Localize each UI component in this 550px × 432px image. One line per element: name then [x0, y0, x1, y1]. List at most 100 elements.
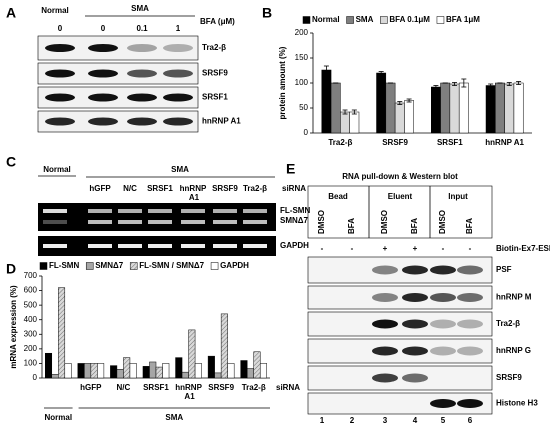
bar: [440, 82, 451, 134]
y-tick-label: 700: [24, 271, 38, 280]
treatment: DMSO: [380, 210, 389, 234]
probe-sign: -: [469, 244, 472, 253]
band: [372, 265, 398, 275]
lane-number: 1: [320, 416, 325, 425]
bar: [321, 69, 332, 134]
group-label: Eluent: [388, 192, 413, 201]
bar: [485, 85, 496, 134]
legend-label: Normal: [312, 15, 340, 24]
band: [430, 346, 456, 356]
band: [457, 399, 483, 408]
y-tick-label: 400: [24, 315, 38, 324]
blot-label: SRSF9: [496, 373, 522, 382]
bar: [97, 363, 105, 379]
lane-label: N/C: [123, 184, 137, 193]
band: [430, 265, 456, 275]
band: [457, 346, 483, 356]
band: [88, 117, 118, 126]
treatment: DMSO: [317, 210, 326, 234]
band-label: GAPDH: [280, 241, 309, 250]
band: [402, 293, 428, 302]
band: [45, 117, 75, 126]
bar: [404, 100, 414, 134]
error-bar: [342, 109, 348, 115]
bar: [240, 360, 248, 379]
treatment: BFA: [347, 218, 356, 234]
gel-band: [88, 209, 112, 213]
band: [163, 93, 193, 102]
legend-label: FL-SMN: [49, 261, 79, 270]
bar: [162, 363, 170, 379]
lane-label: Tra2-β: [243, 184, 267, 193]
y-tick-label: 200: [24, 344, 38, 353]
x-tick-label: hnRNP A1: [485, 138, 524, 147]
y-tick-label: 600: [24, 286, 38, 295]
lane-label: SRSF1: [147, 184, 173, 193]
error-bar: [452, 82, 458, 86]
blot: [307, 285, 493, 310]
bar: [495, 82, 505, 134]
band: [372, 346, 398, 356]
legend-swatch: [302, 16, 311, 24]
error-bar: [378, 71, 384, 75]
error-bar: [323, 65, 329, 75]
treatment: BFA: [410, 218, 419, 234]
bar: [227, 363, 235, 379]
gel-band: [43, 220, 67, 224]
bar: [385, 82, 396, 134]
probe-label: Biotin-Ex7-ESE: [496, 244, 550, 253]
treatment: DMSO: [438, 210, 447, 234]
x-tick-label: SRSF1: [437, 138, 463, 147]
bar: [349, 111, 360, 134]
band: [127, 69, 157, 78]
gel-band: [43, 209, 67, 213]
probe-sign: -: [442, 244, 445, 253]
bar: [84, 363, 92, 379]
legend-label: SMNΔ7: [95, 261, 124, 270]
legend-label: BFA 0.1μM: [389, 15, 430, 24]
group-label: SMA: [165, 413, 183, 422]
y-tick-label: 500: [24, 300, 38, 309]
x-tick-label: hGFP: [80, 383, 102, 392]
y-axis-label: protein amount (%): [278, 46, 287, 119]
legend-swatch: [380, 16, 388, 24]
gel: [38, 203, 276, 231]
panel-letter: A: [6, 5, 16, 21]
band: [88, 69, 118, 78]
band: [163, 44, 193, 52]
band: [372, 293, 398, 302]
blot-label: hnRNP M: [496, 293, 532, 302]
band: [430, 293, 456, 302]
band: [430, 399, 456, 408]
group-label: SMA: [171, 165, 189, 174]
probe-sign: +: [383, 244, 388, 253]
label-line: hnRNP: [180, 184, 207, 193]
bar: [513, 82, 524, 134]
bar: [64, 363, 72, 379]
bar: [253, 351, 261, 379]
y-tick-label: 0: [33, 373, 38, 382]
x-label: siRNA: [276, 383, 300, 392]
band: [127, 44, 157, 52]
legend-swatch: [436, 16, 445, 24]
bar: [116, 369, 124, 379]
lane-number: 4: [413, 416, 418, 425]
blot: [307, 311, 493, 337]
gel-band: [181, 220, 205, 224]
band: [45, 44, 75, 52]
band: [402, 346, 428, 356]
lane-number: 2: [350, 416, 355, 425]
error-bar: [433, 85, 439, 89]
error-bar: [351, 109, 357, 115]
probe-sign: -: [351, 244, 354, 253]
legend-swatch: [210, 262, 219, 270]
bar: [45, 352, 53, 379]
band: [163, 69, 193, 78]
legend-label: GAPDH: [220, 261, 249, 270]
bar: [214, 372, 222, 379]
blot: [307, 365, 493, 391]
y-tick-label: 50: [299, 103, 308, 112]
dose: 0: [101, 24, 106, 33]
x-tick-label: N/C: [117, 383, 131, 392]
group-label: Normal: [45, 413, 73, 422]
